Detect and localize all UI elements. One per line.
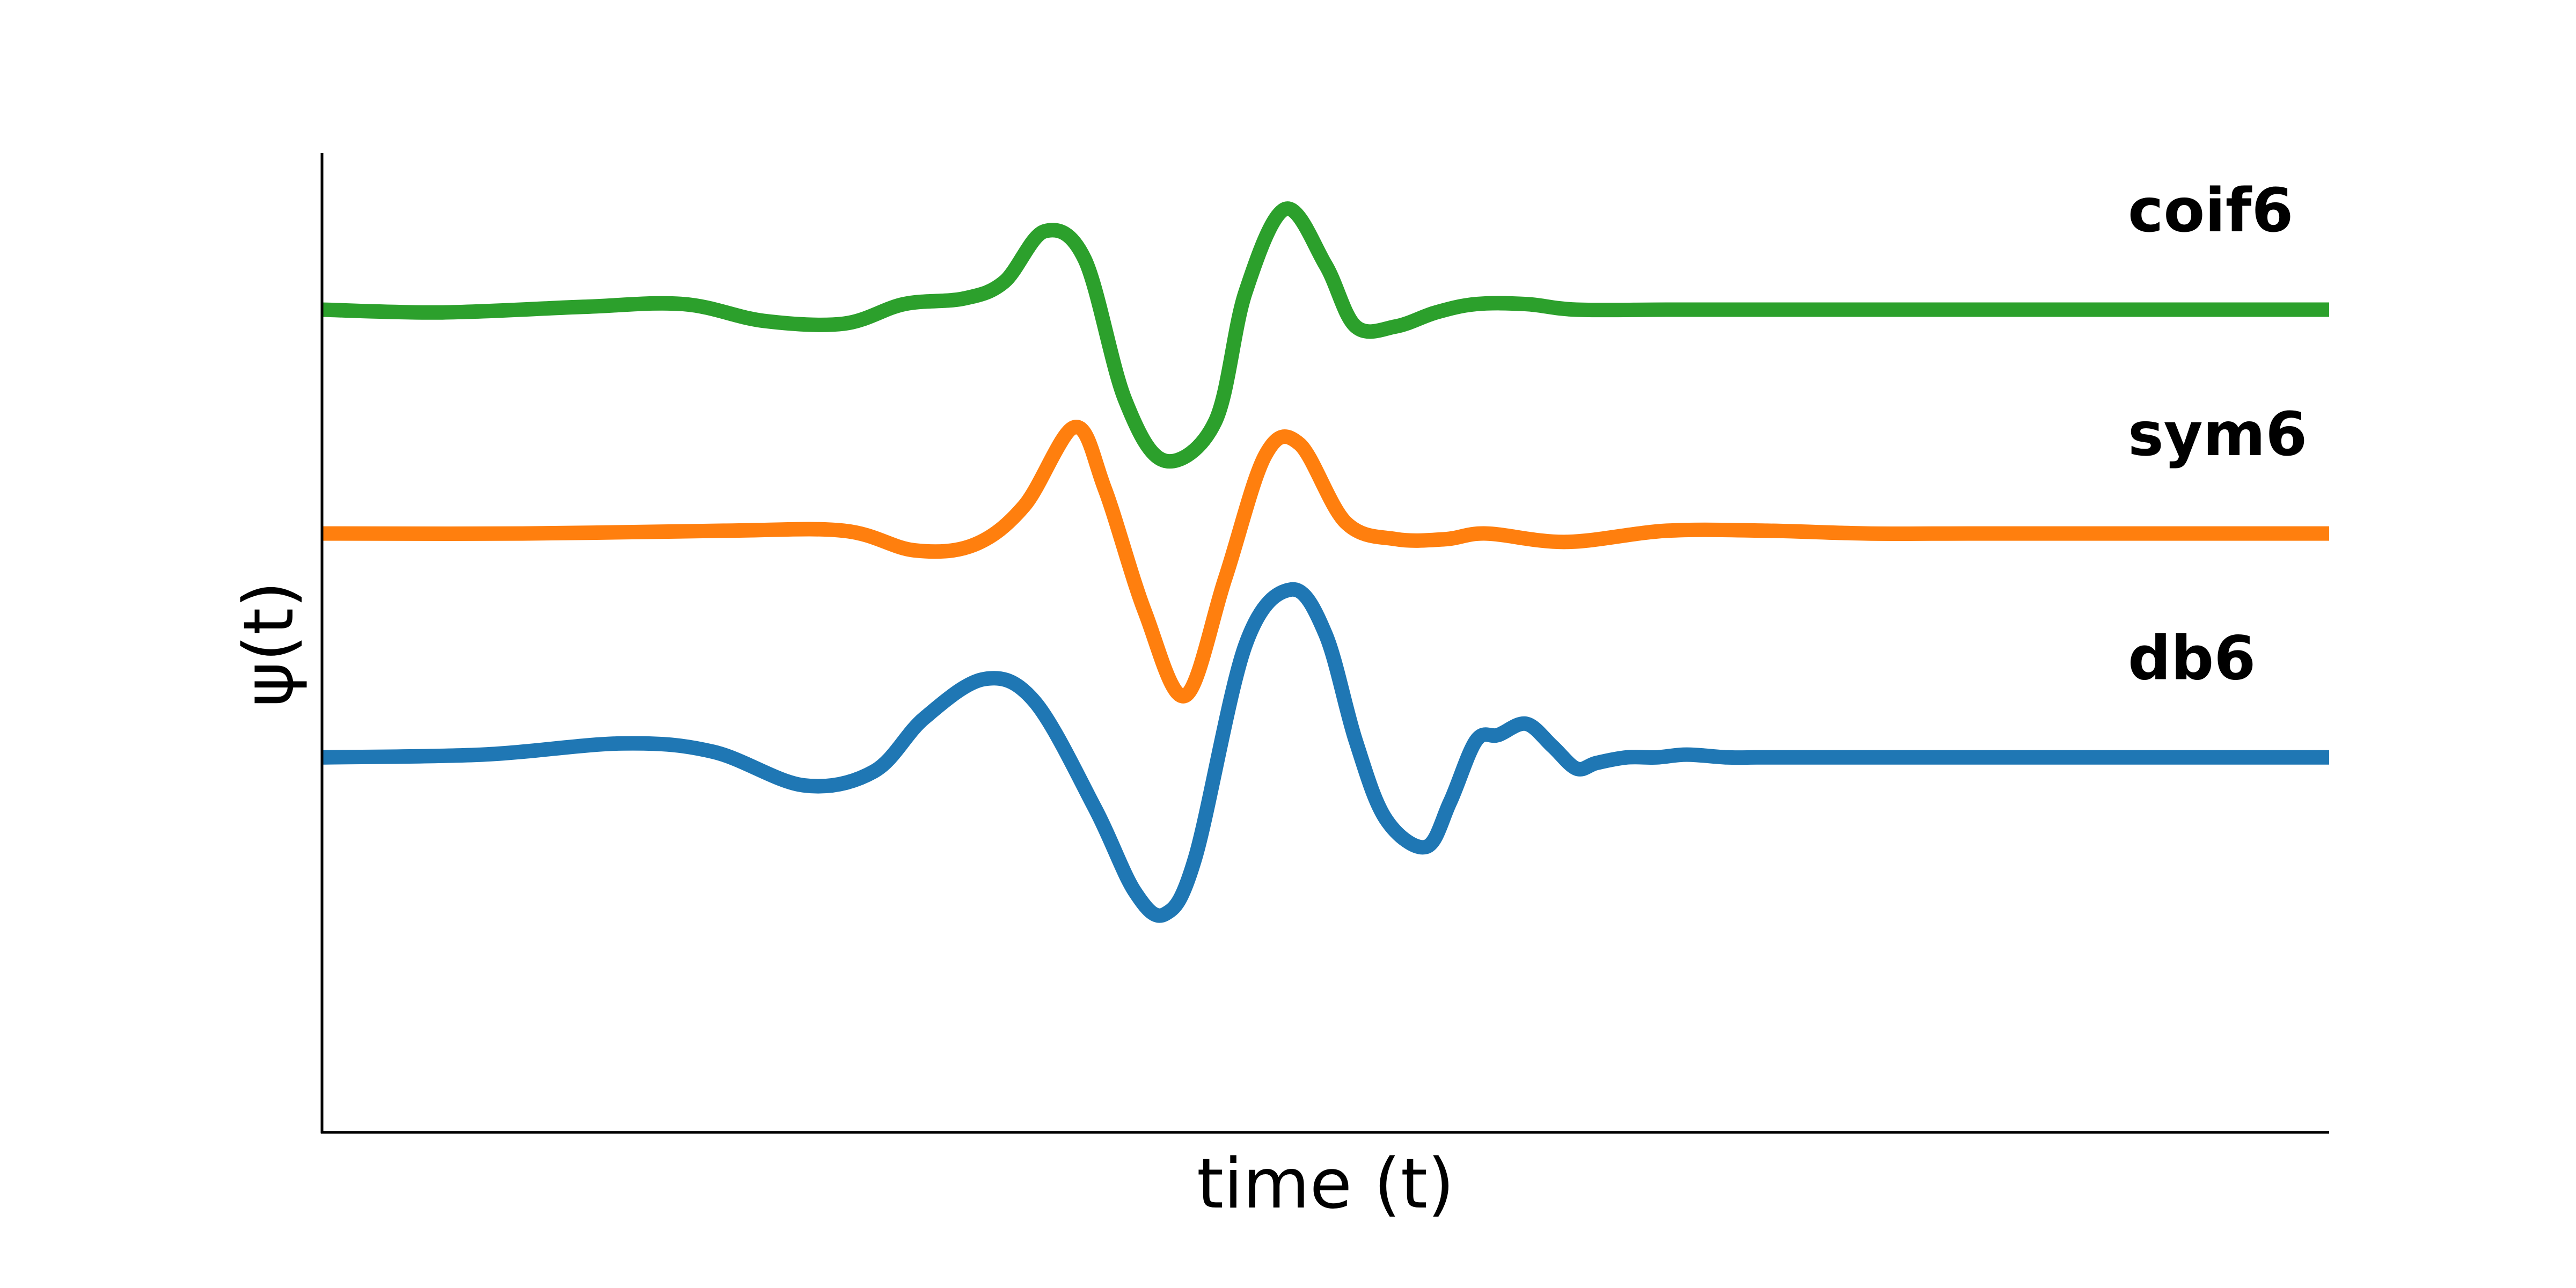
- series-line-sym6: [321, 420, 2329, 704]
- series-label-layer: db6 sym6 coif6: [2128, 176, 2307, 693]
- series-line-db6: [321, 582, 2329, 923]
- x-axis-label: time (t): [1197, 1144, 1454, 1224]
- series-label-coif6: coif6: [2128, 176, 2293, 246]
- y-axis-label: ψ(t): [229, 581, 309, 707]
- series-label-db6: db6: [2128, 624, 2256, 693]
- series-label-sym6: sym6: [2128, 400, 2307, 470]
- series-layer: [321, 201, 2329, 923]
- series-line-coif6: [321, 201, 2329, 469]
